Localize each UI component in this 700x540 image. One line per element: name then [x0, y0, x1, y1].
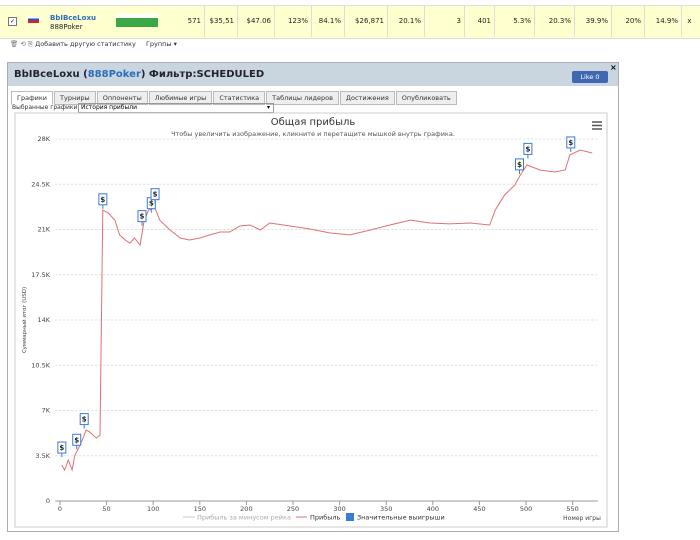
tab[interactable]: Турниры	[54, 91, 96, 105]
stat-cell: $47.06	[238, 5, 275, 37]
y-tick-label: 10.5K	[31, 361, 50, 369]
title-site[interactable]: 888Poker	[87, 69, 141, 80]
panel-title: BbIBceLoxu (888Poker) Фильтр:SCHEDULED	[14, 69, 264, 80]
tabs: Графики Турниры Оппоненты Любимые игры Стати…	[11, 85, 458, 105]
y-tick-label: 24.5K	[31, 180, 50, 188]
y-tick-label: 3.5K	[35, 452, 50, 460]
x-tick-label: 350	[380, 505, 392, 513]
x-tick-label: 50	[102, 505, 110, 513]
big-win-marker	[137, 210, 147, 223]
x-tick-label: 550	[566, 505, 578, 513]
menu-icon[interactable]	[592, 121, 602, 130]
tab[interactable]: Статистика	[213, 91, 266, 105]
player-cell: 888Poker	[50, 23, 83, 31]
y-tick-label: 0	[46, 497, 50, 505]
stat-cell: 84.1%	[312, 5, 345, 37]
big-win-label: $	[517, 161, 522, 169]
big-win-marker	[515, 158, 525, 171]
stat-cell: 20.1%	[388, 5, 425, 37]
x-tick-label: 400	[427, 505, 439, 513]
like-button[interactable]: Like 0	[572, 71, 608, 83]
x-tick-label: 200	[240, 505, 252, 513]
panel-header	[8, 63, 618, 86]
big-win-label: $	[525, 145, 530, 153]
big-win-marker	[150, 188, 160, 201]
big-win-label: $	[59, 444, 64, 452]
big-win-label: $	[74, 436, 79, 444]
y-tick-label: 7K	[42, 407, 51, 415]
tab[interactable]: Любимые игры	[148, 91, 213, 105]
big-win-marker	[79, 413, 89, 426]
sparkline	[116, 14, 158, 27]
stat-cell: 14.9%	[645, 5, 682, 37]
x-tick-label: 450	[473, 505, 485, 513]
x-tick-label: 100	[147, 505, 159, 513]
big-win-marker	[523, 142, 533, 155]
stat-cell: 5.3%	[495, 5, 535, 37]
legend-label: Значительные выигрыши	[357, 514, 445, 522]
y-tick-label: 14K	[37, 316, 50, 324]
tab[interactable]: Графики	[11, 91, 54, 105]
stat-cell: $26,871	[345, 5, 388, 37]
big-win-label: $	[140, 213, 145, 221]
x-axis-title: Номер игры	[563, 515, 601, 522]
stat-cell: 20.3%	[535, 5, 575, 37]
y-axis-title: Суммарный итог (USD)	[21, 287, 28, 353]
x-tick-label: 250	[287, 505, 299, 513]
stat-cell[interactable]: x	[687, 17, 692, 25]
profit-line	[61, 149, 593, 472]
tab[interactable]: Оппоненты	[96, 91, 148, 105]
checkbox[interactable]: ✓	[8, 17, 17, 26]
x-tick-label: 300	[333, 505, 345, 513]
big-win-marker	[57, 441, 67, 454]
big-win-marker	[98, 193, 108, 206]
add-stat[interactable]: Добавить другую статистику	[35, 40, 136, 48]
stat-cell: 3	[425, 5, 465, 37]
big-win-label: $	[100, 196, 105, 204]
title-filter: ) Фильтр:SCHEDULED	[140, 69, 265, 80]
big-win-label: $	[153, 191, 158, 199]
stat-cell: 20%	[612, 5, 645, 37]
stat-cell: 39.9%	[575, 5, 612, 37]
chart-subtitle: Чтобы увеличить изображение, кликните и …	[171, 130, 455, 138]
x-tick-label: 0	[58, 505, 62, 513]
x-tick-label: 500	[520, 505, 532, 513]
y-tick-label: 21K	[37, 226, 50, 234]
big-win-marker	[72, 433, 82, 446]
toolbar: 🗑 ⟲ ⎘ Добавить другую статистику Группы …	[10, 40, 177, 48]
selected-label: Выбранные графики:	[12, 104, 80, 111]
tab[interactable]: Достижения	[339, 91, 395, 105]
groups[interactable]: Группы	[145, 40, 172, 48]
flag	[28, 16, 39, 23]
player-cell: BbIBceLoxu	[50, 14, 96, 22]
stat-cell: 571	[170, 5, 205, 37]
tab[interactable]: Опубликовать	[395, 91, 457, 105]
big-win-label: $	[149, 200, 154, 208]
stat-cell: 401	[465, 5, 495, 37]
chart-title: Общая прибыль	[271, 117, 356, 128]
tab[interactable]: Таблицы лидеров	[266, 91, 339, 105]
y-tick-label: 28K	[37, 135, 50, 143]
big-win-marker	[566, 136, 576, 149]
y-tick-label: 17.5K	[31, 271, 50, 279]
close[interactable]: ×	[610, 63, 617, 72]
x-tick-label: 150	[194, 505, 206, 513]
legend-swatch	[346, 513, 354, 521]
big-win-label: $	[82, 416, 87, 424]
legend-label: Прибыль за минусом рейка	[197, 514, 291, 522]
stat-cell: $35,51	[205, 5, 238, 37]
big-win-label: $	[568, 139, 573, 147]
title-name: BbIBceLoxu (	[14, 69, 88, 80]
select-value: История прибыли	[81, 104, 137, 111]
stat-cell: 123%	[275, 5, 312, 37]
legend-label: Прибыль	[310, 514, 341, 522]
